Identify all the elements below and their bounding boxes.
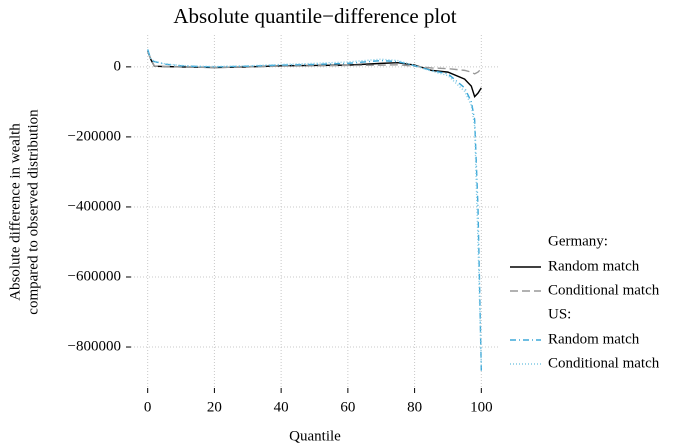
series-line: [147, 49, 483, 372]
x-tick-label: 100: [470, 399, 493, 415]
x-tick-label: 80: [407, 399, 422, 415]
x-axis-label: Quantile: [289, 428, 341, 444]
y-tick-label: −200000: [68, 128, 121, 144]
y-axis-label: compared to observed distribution: [25, 109, 41, 315]
y-axis-label: Absolute difference in wealth: [7, 123, 23, 301]
series-line: [147, 50, 482, 75]
series-line: [147, 50, 482, 98]
legend-group-title: US:: [548, 306, 571, 322]
x-tick-label: 20: [207, 399, 222, 415]
series-line: [147, 49, 483, 369]
legend-label: Conditional match: [548, 355, 660, 371]
chart-title: Absolute quantile−difference plot: [173, 4, 456, 28]
legend-label: Random match: [548, 258, 640, 274]
x-tick-label: 60: [340, 399, 355, 415]
x-tick-label: 0: [144, 399, 152, 415]
legend-label: Random match: [548, 331, 640, 347]
y-tick-label: −600000: [68, 268, 121, 284]
y-tick-label: 0: [114, 58, 122, 74]
legend-label: Conditional match: [548, 282, 660, 298]
y-tick-label: −800000: [68, 338, 121, 354]
x-tick-label: 40: [274, 399, 289, 415]
y-tick-label: −400000: [68, 198, 121, 214]
legend-group-title: Germany:: [548, 233, 608, 249]
